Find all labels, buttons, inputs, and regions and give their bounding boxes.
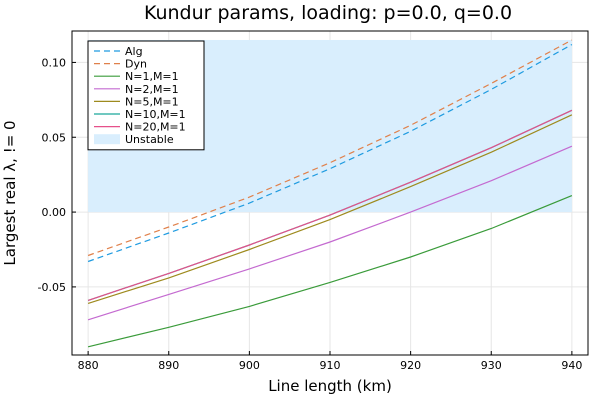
x-tick-label: 920 — [400, 359, 421, 372]
series-line-n-20-m-1 — [87, 109, 573, 301]
legend-label-n-2-m-1: N=2,M=1 — [125, 83, 179, 96]
legend-label-n-1-m-1: N=1,M=1 — [125, 70, 179, 83]
y-tick-label: 0.05 — [42, 131, 67, 144]
x-tick-label: 940 — [561, 359, 582, 372]
y-axis-title: Largest real λ, != 0 — [1, 120, 19, 265]
x-tick-label: 930 — [481, 359, 502, 372]
legend-box — [87, 40, 205, 151]
x-axis-title: Line length (km) — [268, 377, 392, 395]
ticks: 880 890 900 910 920 930 940 -0.05 0.00 0.05 0.10 — [38, 56, 583, 372]
legend-label-n-5-m-1: N=5,M=1 — [125, 95, 179, 108]
legend-label-unstable: Unstable — [125, 133, 174, 146]
x-tick-label: 910 — [320, 359, 341, 372]
series-lines — [87, 39, 573, 348]
x-tick-label: 880 — [78, 359, 99, 372]
legend-label-dyn: Dyn — [125, 58, 147, 71]
legend-swatch-unstable — [94, 134, 120, 145]
x-tick-label: 890 — [158, 359, 179, 372]
series-line-n-2-m-1 — [87, 145, 573, 321]
chart-title: Kundur params, loading: p=0.0, q=0.0 — [144, 2, 512, 24]
series-line-dyn — [87, 39, 573, 257]
x-tick-label: 900 — [239, 359, 260, 372]
series-line-n-5-m-1 — [87, 114, 573, 304]
series-line-alg — [87, 43, 573, 263]
series-line-n-1-m-1 — [87, 195, 573, 348]
y-tick-label: 0.00 — [42, 206, 67, 219]
legend-label-alg: Alg — [125, 45, 143, 58]
legend-label-n-10-m-1: N=10,M=1 — [125, 108, 186, 121]
y-tick-label: -0.05 — [38, 281, 66, 294]
legend-label-n-20-m-1: N=20,M=1 — [125, 121, 186, 134]
y-tick-label: 0.10 — [42, 56, 67, 69]
legend: AlgDynN=1,M=1N=2,M=1N=5,M=1N=10,M=1N=20,… — [87, 40, 205, 151]
